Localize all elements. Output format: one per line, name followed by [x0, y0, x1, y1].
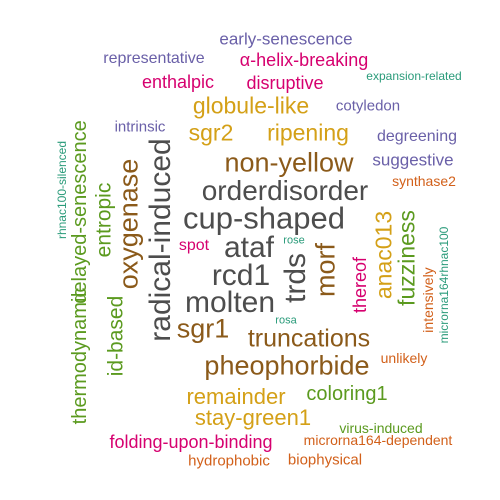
word-molten: molten	[184, 286, 276, 319]
word-sgr2: sgr2	[188, 119, 234, 146]
word-rhnac100-silenced: rhnac100-silenced	[55, 140, 69, 240]
word-folding-upon-binding: folding-upon-binding	[109, 432, 273, 452]
word-remainder: remainder	[186, 384, 286, 409]
word-oxygenase: oxygenase	[113, 158, 144, 290]
word-rose: rose	[283, 234, 305, 247]
word-cup-shaped: cup-shaped	[182, 200, 346, 236]
word-truncations: truncations	[247, 324, 371, 353]
word-intensively: intensively	[420, 267, 436, 333]
word-stay-green1: stay-green1	[194, 405, 312, 430]
word-microrna164rhnac100: microrna164rhnac100	[437, 226, 451, 344]
word-intrinsic: intrinsic	[114, 118, 166, 136]
word-rcd1: rcd1	[211, 259, 271, 292]
word-fuzziness: fuzziness	[393, 210, 420, 306]
word-disruptive: disruptive	[246, 73, 324, 93]
word-biophysical: biophysical	[287, 451, 363, 469]
word-spot: spot	[178, 237, 210, 254]
word-non-yellow: non-yellow	[224, 147, 354, 178]
word-ataf: ataf	[223, 231, 275, 264]
word-rosa: rosa	[275, 314, 297, 327]
word-sgr1: sgr1	[176, 313, 230, 344]
word-trds: trds	[279, 252, 312, 304]
word-anac013: anac013	[370, 210, 397, 300]
word-unlikely: unlikely	[380, 350, 428, 366]
word-expansion-related: expansion-related	[366, 69, 462, 83]
word-thermodynamic: thermodynamic	[69, 287, 91, 425]
word-alpha-helix-breaking: α-helix-breaking	[239, 50, 369, 70]
word-ripening: ripening	[267, 119, 349, 146]
word-suggestive: suggestive	[372, 150, 454, 170]
word-orderdisorder: orderdisorder	[201, 175, 369, 206]
word-id-based: id-based	[104, 295, 128, 377]
word-virus-induced: virus-induced	[339, 420, 423, 436]
word-entropic: entropic	[92, 182, 116, 258]
word-microrna164-dependent: microrna164-dependent	[303, 432, 453, 448]
word-radical-induced: radical-induced	[144, 138, 177, 342]
word-degreening: degreening	[376, 128, 458, 145]
word-pheophorbide: pheophorbide	[204, 350, 370, 381]
word-early-senescence: early-senescence	[219, 29, 353, 49]
word-globule-like: globule-like	[192, 92, 310, 119]
word-cotyledon: cotyledon	[335, 97, 401, 115]
word-thereof: thereof	[350, 256, 370, 314]
word-delayed-senescence: delayed-senescence	[69, 120, 91, 304]
word-synthase2: synthase2	[392, 173, 456, 189]
word-representative: representative	[103, 50, 205, 67]
word-enthalpic: enthalpic	[141, 72, 215, 92]
word-coloring1: coloring1	[306, 383, 388, 405]
word-hydrophobic: hydrophobic	[188, 452, 270, 470]
word-morf: morf	[310, 243, 341, 297]
